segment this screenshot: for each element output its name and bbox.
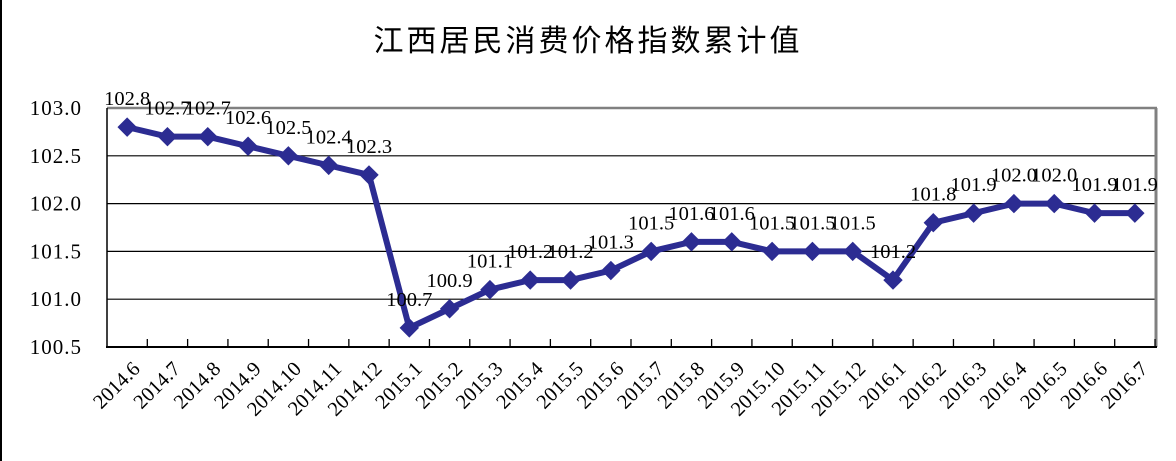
data-point-marker	[399, 318, 420, 338]
data-point-marker	[560, 270, 581, 290]
data-label: 101.5	[749, 212, 795, 234]
y-axis-label: 102.0	[30, 192, 82, 216]
data-point-marker	[963, 203, 984, 223]
data-label: 101.3	[588, 232, 634, 254]
y-axis-label: 100.5	[30, 335, 82, 359]
data-point-marker	[318, 155, 339, 176]
data-point-marker	[641, 241, 661, 262]
y-axis-label: 101.5	[30, 239, 82, 263]
data-point-marker	[802, 241, 823, 262]
data-label: 102.0	[991, 165, 1037, 187]
data-label: 101.2	[507, 241, 553, 263]
data-label: 101.6	[709, 203, 755, 225]
data-point-marker	[681, 232, 702, 252]
data-point-marker	[157, 126, 178, 147]
data-point-marker	[1004, 193, 1024, 214]
data-point-marker	[1125, 203, 1145, 223]
data-label: 101.2	[547, 241, 593, 263]
data-label: 102.7	[144, 98, 190, 120]
data-label: 101.5	[789, 212, 835, 234]
data-label: 101.9	[1112, 174, 1158, 196]
page-left-border	[0, 0, 2, 461]
data-label: 101.5	[628, 212, 674, 234]
data-label: 102.4	[306, 126, 352, 148]
data-label: 102.0	[1031, 165, 1077, 187]
data-label: 101.6	[668, 203, 714, 225]
data-point-marker	[923, 213, 944, 233]
data-label: 102.5	[265, 117, 311, 139]
y-axis-label: 101.0	[30, 287, 82, 311]
data-point-marker	[238, 136, 258, 156]
data-label: 101.9	[951, 174, 997, 196]
chart-title: 江西居民消费价格指数累计值	[373, 25, 803, 58]
data-label: 100.7	[386, 289, 432, 311]
data-label: 102.6	[225, 107, 271, 129]
data-point-marker	[842, 241, 863, 262]
data-label: 102.7	[185, 98, 231, 120]
data-label: 102.3	[346, 136, 392, 158]
data-point-marker	[359, 165, 379, 185]
data-label: 102.8	[104, 88, 150, 110]
data-label: 101.1	[467, 251, 513, 273]
data-point-marker	[480, 279, 500, 300]
data-point-marker	[520, 270, 540, 290]
x-axis-label: 2016.7	[1097, 358, 1152, 413]
data-point-marker	[439, 299, 460, 319]
data-point-marker	[278, 146, 299, 166]
data-point-marker	[883, 270, 903, 290]
data-point-marker	[117, 117, 137, 137]
data-label: 101.9	[1071, 174, 1117, 196]
data-point-marker	[601, 260, 621, 281]
data-point-marker	[722, 232, 742, 252]
data-label: 100.9	[427, 270, 473, 292]
data-point-marker	[1044, 193, 1064, 214]
data-point-marker	[198, 126, 218, 147]
data-label: 101.2	[870, 241, 916, 263]
data-label: 101.8	[910, 184, 956, 206]
y-axis-label: 102.5	[30, 144, 82, 168]
data-point-marker	[762, 241, 782, 262]
data-point-marker	[1084, 203, 1105, 223]
data-label: 101.5	[830, 212, 876, 234]
y-axis-label: 103.0	[30, 96, 82, 120]
